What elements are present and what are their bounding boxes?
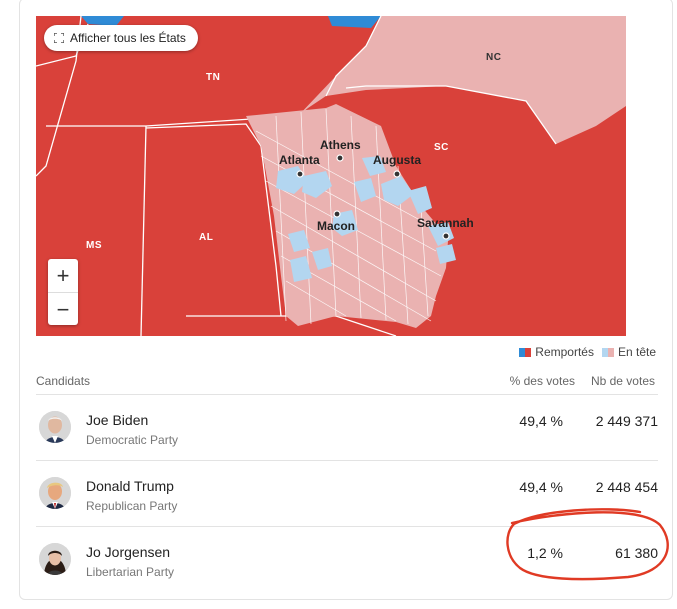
legend-leading: En tête	[601, 345, 656, 359]
header-candidates: Candidats	[36, 374, 91, 388]
city-markers	[296, 154, 450, 240]
candidate-row-biden[interactable]: Joe Biden Democratic Party 49,4 % 2 449 …	[36, 394, 658, 461]
person-portrait-icon	[39, 411, 71, 443]
state-label-tn: TN	[206, 72, 220, 83]
city-dot-athens	[336, 154, 344, 162]
city-dot-savannah	[442, 232, 450, 240]
legend-won-label: Remportés	[535, 345, 594, 359]
candidate-row-trump[interactable]: Donald Trump Republican Party 49,4 % 2 4…	[36, 460, 658, 527]
header-votes: Nb de votes	[590, 374, 655, 388]
city-label-atlanta: Atlanta	[279, 153, 320, 167]
dem-won-swatch	[519, 347, 526, 357]
person-portrait-icon	[39, 543, 71, 575]
city-label-athens: Athens	[320, 138, 361, 152]
person-portrait-icon	[39, 477, 71, 509]
dem-leading-counties	[276, 156, 456, 282]
candidate-votes: 2 448 454	[595, 479, 658, 495]
avatar-trump	[39, 477, 71, 509]
zoom-out-button[interactable]: −	[56, 296, 70, 322]
candidate-party: Democratic Party	[86, 433, 179, 447]
expand-icon	[54, 33, 64, 43]
city-dot-macon	[333, 210, 341, 218]
dem-leading-swatch	[601, 347, 608, 357]
candidate-party: Republican Party	[86, 499, 178, 513]
dem-state-fragment	[81, 16, 124, 26]
election-map[interactable]: TN NC SC MS AL Atlanta Athens Augusta Ma…	[36, 16, 626, 336]
rep-leading-swatch	[607, 347, 614, 357]
zoom-controls: + −	[48, 259, 78, 325]
dem-state-fragment	[328, 16, 381, 28]
show-all-states-button[interactable]: Afficher tous les États	[44, 25, 198, 51]
show-all-states-label: Afficher tous les États	[70, 31, 186, 45]
candidate-row-jorgensen[interactable]: Jo Jorgensen Libertarian Party 1,2 % 61 …	[36, 526, 658, 593]
candidate-name: Jo Jorgensen	[86, 544, 171, 560]
avatar-jorgensen	[39, 543, 71, 575]
results-table-header: Candidats % des votes Nb de votes	[36, 374, 658, 392]
state-label-sc: SC	[434, 142, 449, 153]
state-label-nc: NC	[486, 52, 501, 63]
candidate-name: Joe Biden	[86, 412, 149, 428]
candidate-votes: 61 380	[615, 545, 658, 561]
rep-won-swatch	[525, 347, 532, 357]
candidate-party: Libertarian Party	[86, 565, 175, 579]
legend-leading-label: En tête	[617, 345, 656, 359]
city-label-savannah: Savannah	[417, 216, 474, 230]
map-legend: Remportés En tête	[519, 345, 656, 359]
state-label-al: AL	[199, 232, 213, 243]
city-dot-atlanta	[296, 170, 304, 178]
map-canvas[interactable]: TN NC SC MS AL Atlanta Athens Augusta Ma…	[36, 16, 626, 336]
avatar-biden	[39, 411, 71, 443]
city-label-augusta: Augusta	[373, 153, 421, 167]
city-label-macon: Macon	[317, 219, 355, 233]
state-nc[interactable]	[298, 16, 626, 144]
candidate-percent: 49,4 %	[519, 479, 563, 495]
candidate-name: Donald Trump	[86, 478, 174, 494]
state-label-ms: MS	[86, 240, 102, 251]
zoom-in-button[interactable]: +	[48, 259, 78, 293]
header-percent: % des votes	[509, 374, 575, 388]
candidate-votes: 2 449 371	[595, 413, 658, 429]
candidate-percent: 1,2 %	[527, 545, 563, 561]
legend-won: Remportés	[519, 345, 594, 359]
city-dot-augusta	[393, 170, 401, 178]
candidate-percent: 49,4 %	[519, 413, 563, 429]
